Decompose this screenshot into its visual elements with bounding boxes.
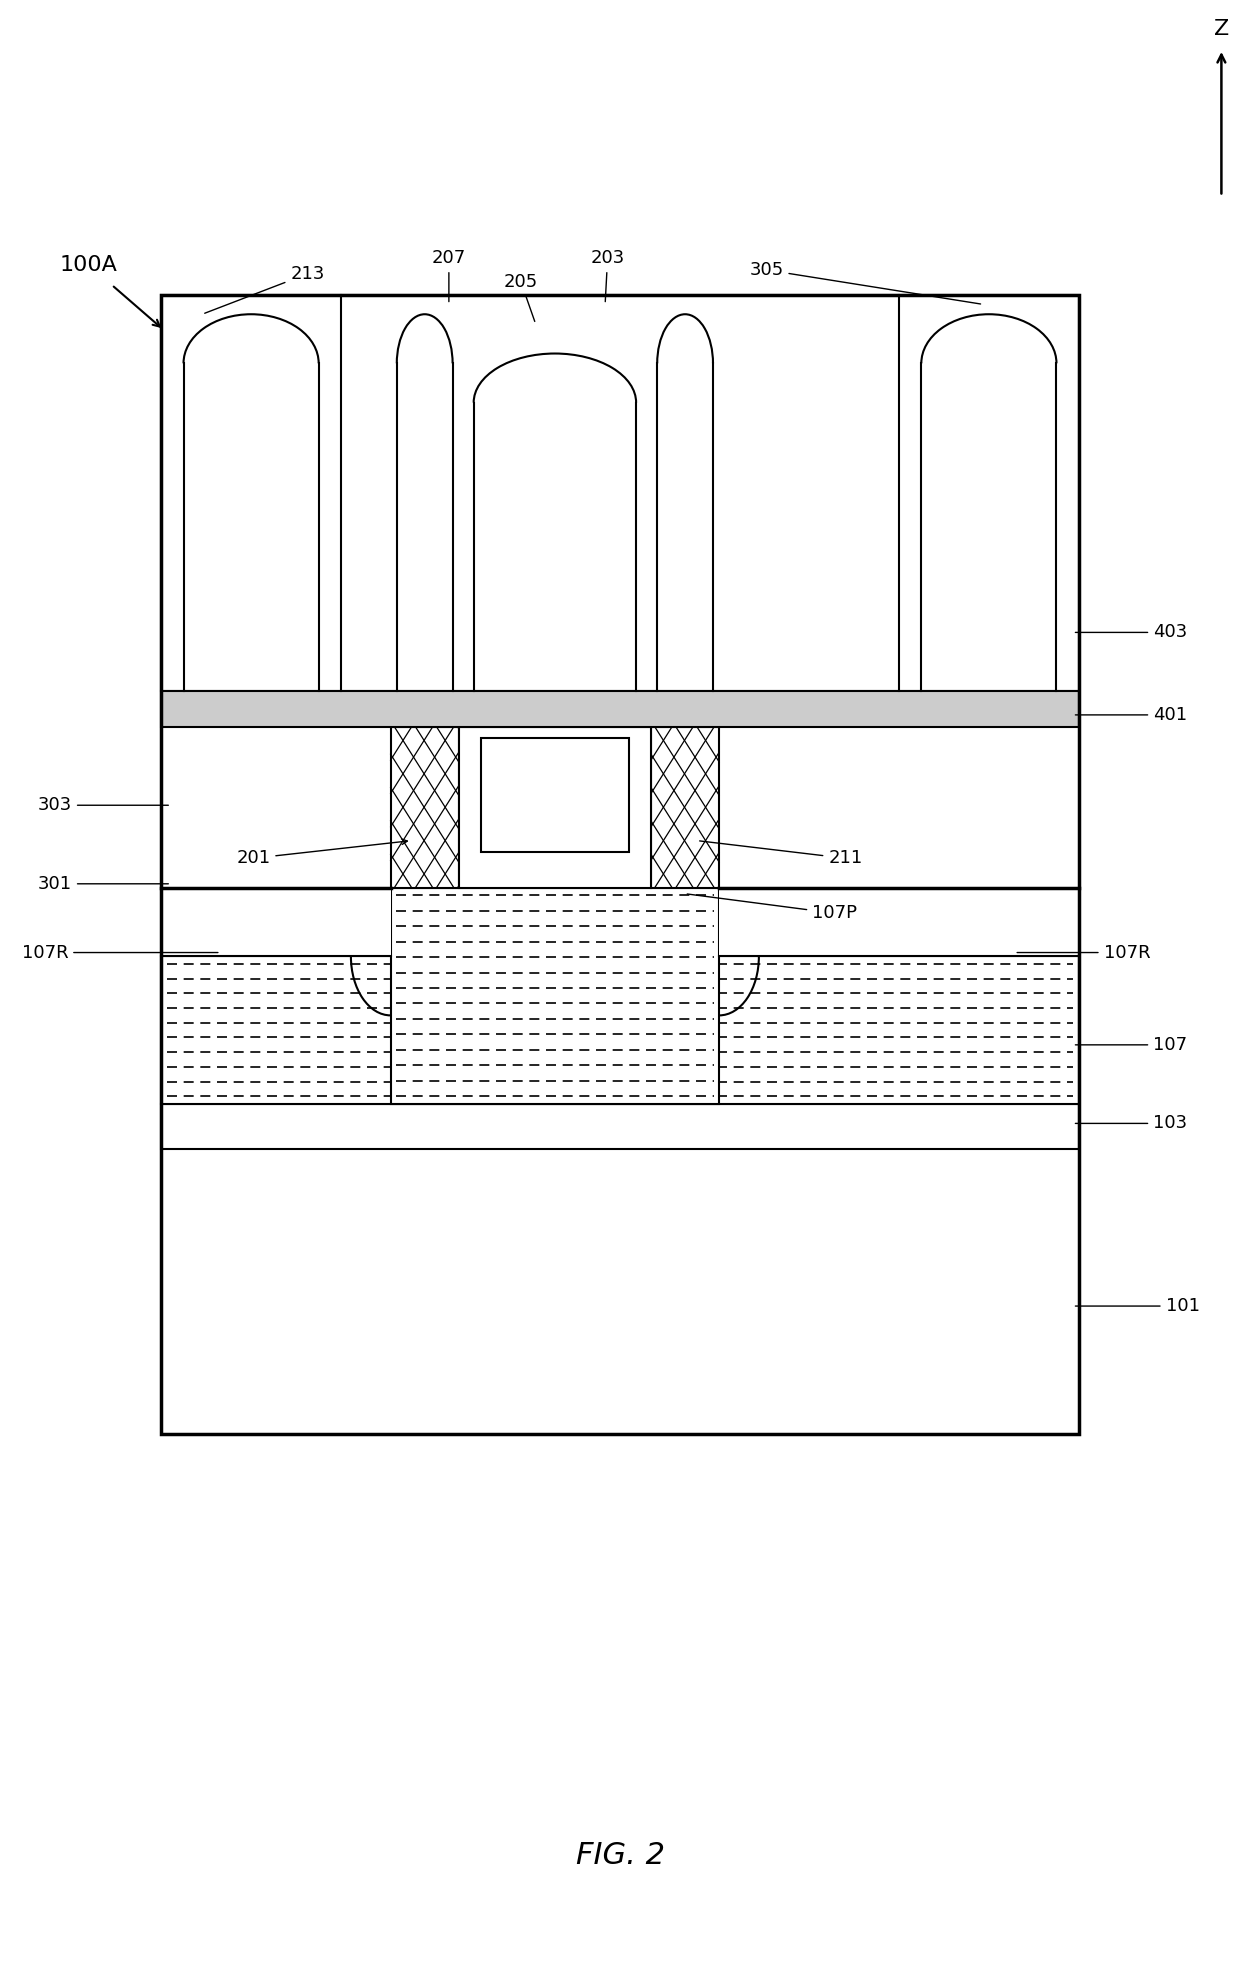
Text: 201: 201 — [236, 839, 408, 868]
Bar — [391, 727, 459, 888]
Text: 207: 207 — [432, 249, 466, 302]
Bar — [481, 738, 629, 852]
Bar — [161, 691, 1079, 727]
Bar — [391, 888, 719, 1104]
Bar — [651, 727, 719, 888]
Text: 305: 305 — [749, 261, 981, 304]
Text: Z: Z — [1214, 20, 1229, 39]
Text: FIG. 2: FIG. 2 — [575, 1842, 665, 1870]
Bar — [161, 956, 1079, 1104]
Bar — [161, 295, 1079, 691]
Text: 301: 301 — [37, 874, 169, 894]
Text: 211: 211 — [699, 841, 863, 868]
Text: 107R: 107R — [21, 943, 218, 962]
Text: 100A: 100A — [60, 255, 118, 275]
Text: 107P: 107P — [687, 894, 857, 923]
Text: 403: 403 — [1075, 623, 1188, 642]
Text: 205: 205 — [503, 273, 538, 322]
Bar — [719, 888, 1079, 956]
Text: 107R: 107R — [1017, 943, 1151, 962]
Bar — [161, 727, 391, 888]
Text: 103: 103 — [1075, 1114, 1188, 1133]
Bar — [161, 1104, 1079, 1149]
Text: 101: 101 — [1075, 1296, 1199, 1316]
Bar — [161, 295, 1079, 1434]
Text: 213: 213 — [205, 265, 325, 312]
Text: 401: 401 — [1075, 705, 1188, 725]
Text: 303: 303 — [37, 795, 169, 815]
Bar — [459, 727, 651, 888]
Text: 203: 203 — [590, 249, 625, 302]
Bar — [719, 727, 1079, 888]
Bar — [161, 888, 391, 956]
Bar — [161, 1149, 1079, 1434]
Text: 107: 107 — [1075, 1035, 1188, 1055]
